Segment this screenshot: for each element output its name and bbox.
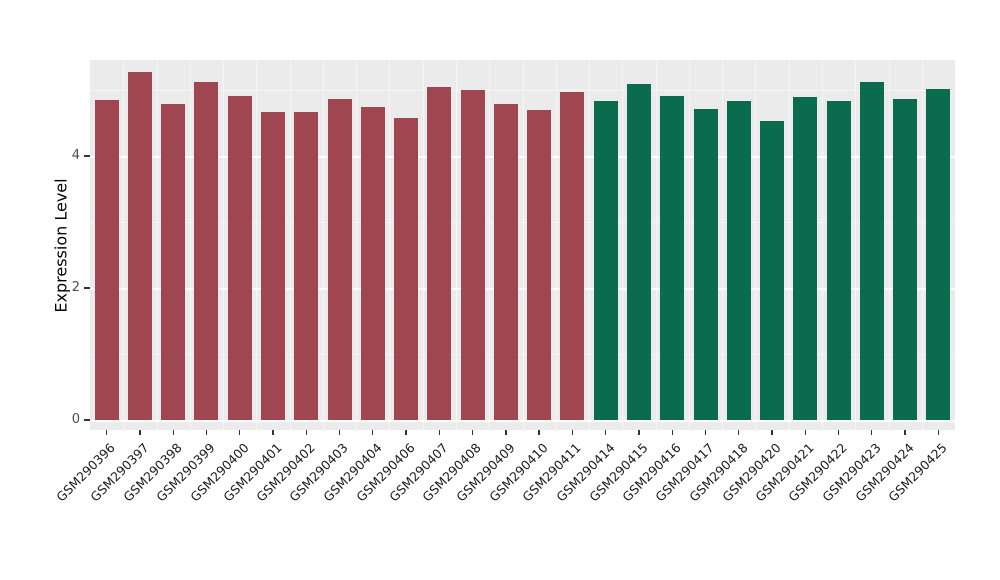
bar: [161, 103, 186, 420]
x-tick-mark: [571, 430, 574, 435]
vertical-gridline: [755, 60, 757, 430]
vertical-gridline: [921, 60, 923, 430]
vertical-gridline: [189, 60, 191, 430]
x-tick-mark: [804, 430, 806, 435]
bar: [826, 101, 851, 420]
bar: [327, 99, 352, 420]
vertical-gridline: [821, 60, 823, 430]
bar: [660, 95, 685, 420]
minor-gridline: [90, 354, 955, 355]
x-tick-mark: [738, 430, 740, 435]
bar: [261, 111, 285, 420]
vertical-gridline: [622, 60, 624, 430]
bar: [893, 99, 918, 420]
bar: [94, 99, 119, 420]
bar: [593, 101, 618, 420]
x-tick-mark: [605, 430, 607, 435]
vertical-gridline: [356, 60, 358, 430]
vertical-gridline: [256, 60, 258, 430]
x-tick-mark: [904, 430, 906, 435]
vertical-gridline: [788, 60, 790, 430]
bar: [194, 82, 219, 420]
bar: [793, 97, 818, 420]
vertical-gridline: [722, 60, 724, 430]
y-axis-title-box: Expression Level: [48, 60, 74, 430]
bar: [360, 107, 385, 420]
x-tick-mark: [937, 430, 940, 435]
x-tick-mark: [338, 430, 341, 435]
vertical-gridline: [289, 60, 291, 430]
x-tick-mark: [871, 430, 873, 435]
x-tick-mark: [205, 430, 208, 435]
y-tick-label: 0: [71, 412, 80, 427]
x-tick-mark: [671, 430, 673, 435]
bar: [427, 86, 452, 420]
vertical-gridline: [855, 60, 857, 430]
bar: [859, 82, 884, 420]
x-tick-mark: [272, 430, 274, 435]
x-tick-mark: [372, 430, 374, 435]
minor-gridline: [90, 90, 955, 91]
x-tick-mark: [305, 430, 307, 435]
bar: [460, 90, 485, 420]
x-tick-mark: [438, 430, 440, 435]
vertical-gridline: [389, 60, 391, 430]
vertical-gridline: [156, 60, 158, 430]
vertical-gridline: [489, 60, 491, 430]
vertical-gridline: [456, 60, 457, 430]
x-tick-mark: [771, 430, 773, 435]
x-tick-mark: [704, 430, 707, 435]
bar: [926, 88, 951, 420]
y-tick-mark: [84, 419, 90, 421]
minor-gridline: [90, 222, 955, 223]
bar: [760, 121, 784, 420]
vertical-gridline: [555, 60, 557, 430]
vertical-gridline: [123, 60, 125, 430]
x-tick-mark: [471, 430, 474, 435]
x-tick-mark: [239, 430, 241, 435]
x-tick-mark: [405, 430, 407, 435]
vertical-gridline: [422, 60, 424, 430]
x-tick-mark: [837, 430, 840, 435]
vertical-gridline: [688, 60, 690, 430]
x-tick-mark: [538, 430, 540, 435]
y-tick-mark: [84, 155, 90, 157]
bar: [493, 103, 518, 420]
y-tick-label: 4: [71, 148, 80, 163]
bar: [394, 117, 419, 420]
y-tick-mark: [84, 287, 90, 289]
x-tick-mark: [638, 430, 640, 435]
vertical-gridline: [522, 60, 524, 430]
vertical-gridline: [223, 60, 225, 430]
vertical-gridline: [655, 60, 657, 430]
bar: [560, 92, 585, 420]
bar: [626, 84, 651, 420]
bar: [693, 109, 718, 420]
major-gridline: [90, 156, 955, 158]
bar: [294, 111, 319, 420]
plot-area: [90, 60, 955, 430]
vertical-gridline: [888, 60, 890, 430]
x-tick-mark: [172, 430, 174, 435]
major-gridline: [90, 288, 955, 290]
vertical-gridline: [322, 60, 324, 430]
vertical-gridline: [589, 60, 590, 430]
y-tick-label: 2: [71, 280, 80, 295]
bar: [726, 101, 751, 420]
major-gridline: [90, 420, 955, 422]
x-tick-mark: [139, 430, 141, 435]
bar: [227, 95, 252, 420]
bar: [527, 109, 552, 420]
bar: [127, 72, 152, 420]
x-tick-mark: [505, 430, 507, 435]
x-tick-mark: [105, 430, 108, 435]
